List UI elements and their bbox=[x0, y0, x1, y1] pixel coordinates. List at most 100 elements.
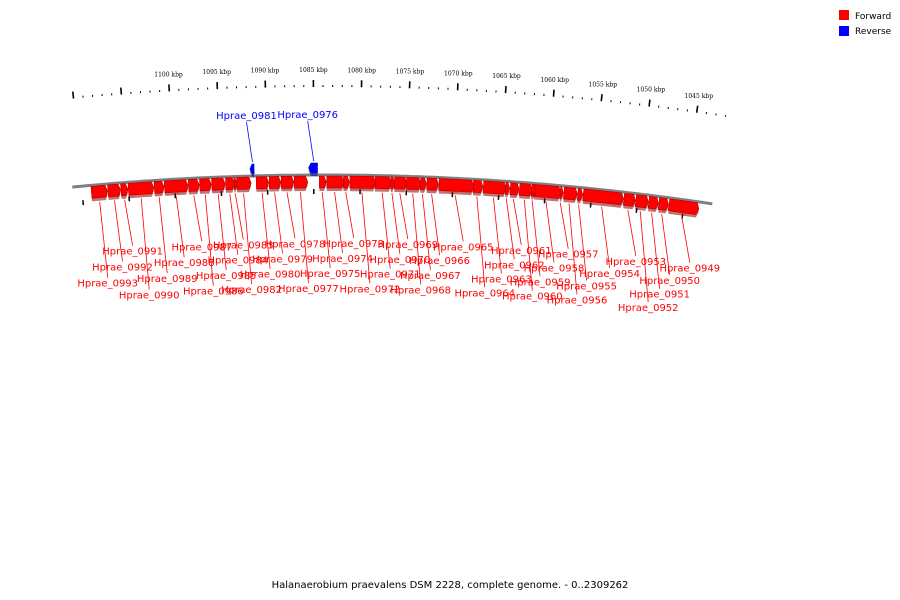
gene-label-Hprae_0986[interactable]: Hprae_0986 bbox=[183, 287, 244, 298]
gene-Hprae_0969[interactable] bbox=[393, 176, 408, 190]
gene-Hprae_0989[interactable] bbox=[153, 180, 165, 194]
gene-Hprae_0978[interactable] bbox=[280, 175, 295, 189]
gene-label-Hprae_0993[interactable]: Hprae_0993 bbox=[77, 279, 138, 290]
gene-Hprae_0956[interactable] bbox=[563, 186, 578, 201]
gene-label-leader bbox=[627, 209, 637, 256]
gene-Hprae_0965[interactable] bbox=[438, 178, 475, 193]
map-caption: Halanaerobium praevalens DSM 2228, compl… bbox=[272, 580, 629, 591]
gene-label-Hprae_0960[interactable]: Hprae_0960 bbox=[502, 292, 563, 303]
gene-Hprae_0993[interactable] bbox=[90, 184, 109, 199]
gene-label-Hprae_0956[interactable]: Hprae_0956 bbox=[547, 296, 608, 307]
gene-Hprae_0951[interactable] bbox=[647, 195, 659, 210]
gene-Hprae_0991[interactable] bbox=[120, 183, 129, 197]
gene-label-Hprae_0974[interactable]: Hprae_0974 bbox=[312, 254, 373, 265]
gene-label-leader bbox=[454, 195, 464, 242]
gene-label-Hprae_0977[interactable]: Hprae_0977 bbox=[278, 284, 339, 295]
gene-Hprae_0977[interactable] bbox=[293, 175, 309, 189]
gene-label-leader bbox=[361, 192, 371, 284]
gene-label-Hprae_0989[interactable]: Hprae_0989 bbox=[137, 274, 198, 285]
gene-label-Hprae_0975[interactable]: Hprae_0975 bbox=[300, 269, 361, 280]
gene-Hprae_0986[interactable] bbox=[199, 178, 212, 192]
gene-Hprae_0975[interactable] bbox=[319, 175, 327, 189]
gene-Hprae_0987[interactable] bbox=[187, 178, 200, 192]
gene-Hprae_0971[interactable] bbox=[374, 176, 392, 190]
gene-Hprae_0960[interactable] bbox=[518, 182, 533, 197]
gene-Hprae_0950[interactable] bbox=[657, 197, 669, 211]
gene-label-Hprae_0965[interactable]: Hprae_0965 bbox=[433, 242, 494, 253]
gene-label-leader bbox=[261, 192, 271, 269]
gene-label-Hprae_0984[interactable]: Hprae_0984 bbox=[207, 256, 268, 267]
gene-label-Hprae_0980[interactable]: Hprae_0980 bbox=[240, 270, 301, 281]
gene-Hprae_0983[interactable] bbox=[233, 177, 238, 190]
gene-Hprae_0981[interactable] bbox=[249, 163, 255, 175]
gene-Hprae_0963[interactable] bbox=[482, 180, 507, 195]
gene-label-Hprae_0961[interactable]: Hprae_0961 bbox=[491, 246, 552, 257]
gene-label-leader bbox=[493, 197, 502, 274]
gene-Hprae_0974[interactable] bbox=[326, 175, 345, 189]
gene-label-Hprae_0982[interactable]: Hprae_0982 bbox=[221, 285, 282, 296]
gene-label-Hprae_0952[interactable]: Hprae_0952 bbox=[618, 303, 679, 314]
gene-label-Hprae_0962[interactable]: Hprae_0962 bbox=[484, 260, 545, 271]
gene-label-Hprae_0971[interactable]: Hprae_0971 bbox=[360, 270, 421, 281]
gene-label-Hprae_0988[interactable]: Hprae_0988 bbox=[154, 258, 215, 269]
gene-Hprae_0962[interactable] bbox=[504, 181, 511, 195]
gene-Hprae_0967[interactable] bbox=[419, 177, 427, 191]
gene-label-Hprae_0970[interactable]: Hprae_0970 bbox=[370, 255, 431, 266]
gene-label-Hprae_0985[interactable]: Hprae_0985 bbox=[196, 271, 257, 282]
gene-Hprae_0953[interactable] bbox=[622, 192, 636, 207]
gene-Hprae_0954[interactable] bbox=[582, 188, 624, 206]
gene-label-Hprae_0953[interactable]: Hprae_0953 bbox=[605, 257, 666, 268]
gene-label-Hprae_0983[interactable]: Hprae_0983 bbox=[213, 241, 274, 252]
gene-Hprae_0973[interactable] bbox=[343, 175, 350, 189]
gene-label-Hprae_0950[interactable]: Hprae_0950 bbox=[639, 276, 700, 287]
gene-Hprae_0979[interactable] bbox=[268, 176, 282, 189]
gene-label-Hprae_0955[interactable]: Hprae_0955 bbox=[556, 282, 617, 293]
gene-Hprae_0952[interactable] bbox=[634, 194, 649, 209]
gene-Hprae_0992[interactable] bbox=[107, 183, 121, 198]
gene-label-Hprae_0949[interactable]: Hprae_0949 bbox=[659, 264, 720, 275]
gene-Hprae_0949[interactable] bbox=[667, 198, 700, 215]
gene-Hprae_0958[interactable] bbox=[533, 184, 562, 199]
gene-label-Hprae_0951[interactable]: Hprae_0951 bbox=[629, 290, 690, 301]
gene-label-Hprae_0968[interactable]: Hprae_0968 bbox=[390, 286, 451, 297]
gene-Hprae_0955[interactable] bbox=[576, 188, 584, 201]
gene-label-Hprae_0966[interactable]: Hprae_0966 bbox=[409, 256, 470, 267]
gene-Hprae_0988[interactable] bbox=[163, 179, 189, 194]
gene-Hprae_0984[interactable] bbox=[225, 177, 235, 191]
gene-Hprae_0964[interactable] bbox=[472, 179, 484, 194]
gene-label-Hprae_0963[interactable]: Hprae_0963 bbox=[471, 275, 532, 286]
gene-Hprae_0966[interactable] bbox=[426, 177, 439, 191]
gene-label-Hprae_0954[interactable]: Hprae_0954 bbox=[579, 269, 640, 280]
gene-label-Hprae_0978[interactable]: Hprae_0978 bbox=[265, 239, 326, 250]
gene-label-leader bbox=[158, 197, 168, 274]
gene-Hprae_0982[interactable] bbox=[236, 176, 252, 190]
gene-Hprae_0972[interactable] bbox=[349, 175, 376, 189]
gene-label-Hprae_0992[interactable]: Hprae_0992 bbox=[92, 262, 153, 273]
gene-Hprae_0968[interactable] bbox=[406, 176, 422, 191]
gene-Hprae_0985[interactable] bbox=[211, 177, 226, 191]
gene-Hprae_0970[interactable] bbox=[390, 176, 396, 190]
gene-label-leader bbox=[246, 121, 253, 163]
gene-label-leader bbox=[140, 198, 150, 290]
gene-label-Hprae_0991[interactable]: Hprae_0991 bbox=[102, 247, 163, 258]
legend-label-forward: Forward bbox=[855, 12, 891, 22]
gene-label-Hprae_0969[interactable]: Hprae_0969 bbox=[377, 240, 438, 251]
gene-Hprae_0990[interactable] bbox=[127, 181, 155, 196]
gene-label-Hprae_0964[interactable]: Hprae_0964 bbox=[454, 289, 515, 300]
gene-label-Hprae_0972[interactable]: Hprae_0972 bbox=[340, 284, 401, 295]
gene-Hprae_0980[interactable] bbox=[255, 176, 270, 190]
gene-label-Hprae_0973[interactable]: Hprae_0973 bbox=[323, 239, 384, 250]
gene-label-Hprae_0967[interactable]: Hprae_0967 bbox=[400, 271, 461, 282]
gene-Hprae_0976[interactable] bbox=[308, 162, 318, 174]
gene-Hprae_0959[interactable] bbox=[530, 184, 537, 197]
gene-label-Hprae_0959[interactable]: Hprae_0959 bbox=[510, 277, 571, 288]
gene-label-Hprae_0976[interactable]: Hprae_0976 bbox=[277, 110, 338, 121]
gene-Hprae_0961[interactable] bbox=[509, 182, 520, 196]
gene-label-Hprae_0957[interactable]: Hprae_0957 bbox=[538, 250, 599, 261]
gene-label-Hprae_0979[interactable]: Hprae_0979 bbox=[252, 255, 313, 266]
gene-label-Hprae_0990[interactable]: Hprae_0990 bbox=[119, 290, 180, 301]
gene-label-Hprae_0981[interactable]: Hprae_0981 bbox=[216, 111, 277, 122]
gene-label-Hprae_0987[interactable]: Hprae_0987 bbox=[171, 242, 232, 253]
gene-label-Hprae_0958[interactable]: Hprae_0958 bbox=[524, 264, 585, 275]
